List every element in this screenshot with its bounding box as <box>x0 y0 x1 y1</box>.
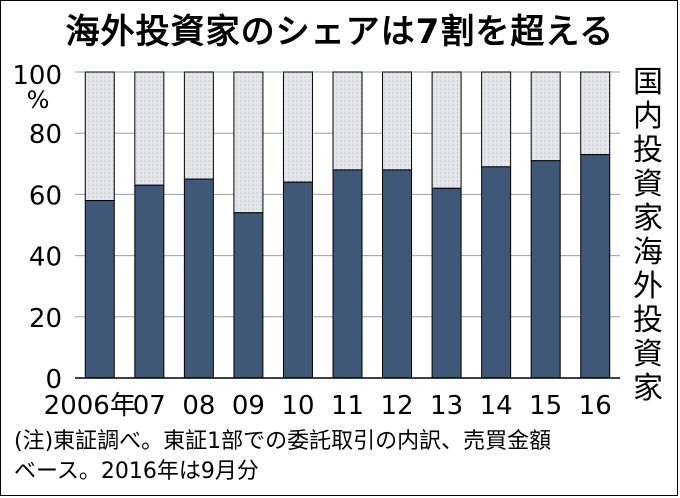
legend-char: 資 <box>633 167 663 202</box>
bar-domestic <box>134 71 165 186</box>
bar-foreign <box>134 184 165 379</box>
bar-domestic <box>382 71 413 171</box>
x-tick-label: 15 <box>529 391 562 421</box>
bar-foreign <box>580 154 611 379</box>
legend-char: 投 <box>633 303 663 338</box>
bar-domestic <box>431 71 462 189</box>
y-tick-label: 60 <box>29 181 62 211</box>
x-tick-label: 09 <box>232 391 265 421</box>
bar-domestic <box>530 71 561 162</box>
chart-title: 海外投資家のシェアは7割を超える <box>65 12 615 52</box>
bar-foreign <box>282 181 313 379</box>
bar-domestic <box>183 71 214 180</box>
legend-char: 家 <box>633 201 663 236</box>
bar-domestic <box>481 71 512 168</box>
y-tick-label: 100 <box>12 61 62 91</box>
x-tick-label: 07 <box>133 391 166 421</box>
x-tick-label: 08 <box>182 391 215 421</box>
legend-char: 内 <box>633 99 663 134</box>
legend-char: 外 <box>633 269 663 304</box>
x-tick-label: 16 <box>579 391 612 421</box>
bar-foreign <box>481 166 512 379</box>
legend-foreign: 海外投資家 <box>633 235 663 406</box>
bar-foreign <box>431 187 462 379</box>
x-tick-label: 11 <box>331 391 364 421</box>
bar-domestic <box>84 71 115 202</box>
x-tick-label: 2006年 <box>44 391 136 421</box>
bar-foreign <box>233 212 264 379</box>
legend-char: 資 <box>633 337 663 372</box>
x-tick-label: 10 <box>281 391 314 421</box>
bar-domestic <box>282 71 313 183</box>
y-tick-label: 0 <box>45 365 62 395</box>
legend-char: 家 <box>633 371 663 406</box>
bar-domestic <box>233 71 264 214</box>
bar-foreign <box>183 178 214 379</box>
legend-char: 国 <box>633 65 663 100</box>
x-tick-label: 13 <box>430 391 463 421</box>
source-note: (注)東証調べ。東証1部での委託取引の内訳、売買金額 ベース。2016年は9月分 <box>14 427 674 487</box>
x-tick-label: 14 <box>480 391 513 421</box>
x-tick-label: 12 <box>380 391 413 421</box>
y-tick-label: 20 <box>29 304 62 334</box>
bar-foreign <box>382 169 413 379</box>
y-tick-label: 40 <box>29 243 62 273</box>
bar-domestic <box>580 71 611 156</box>
y-unit-label: % <box>27 86 50 114</box>
source-note-line2: ベース。2016年は9月分 <box>14 459 259 484</box>
bar-foreign <box>84 200 115 379</box>
y-tick-label: 80 <box>29 120 62 150</box>
legend-char: 投 <box>633 133 663 168</box>
bar-foreign <box>530 160 561 379</box>
legend-char: 海 <box>633 235 663 270</box>
bar-foreign <box>332 169 363 379</box>
source-note-line1: (注)東証調べ。東証1部での委託取引の内訳、売買金額 <box>14 429 552 454</box>
bar-domestic <box>332 71 363 171</box>
